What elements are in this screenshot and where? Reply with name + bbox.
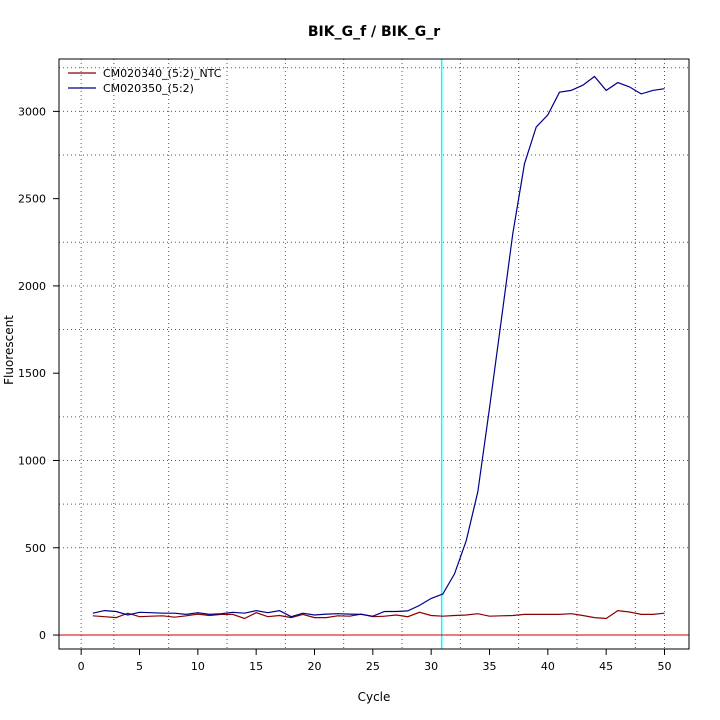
y-tick-label: 1500 bbox=[18, 367, 46, 380]
series-layer bbox=[92, 75, 665, 620]
series-line-2 bbox=[92, 75, 665, 618]
legend: CM020340_(5:2)_NTC CM020350_(5:2) bbox=[68, 67, 222, 95]
plot-area-border bbox=[58, 58, 690, 650]
x-tick-label: 0 bbox=[78, 660, 85, 673]
series-line-1 bbox=[92, 609, 665, 620]
y-tick-label: 2000 bbox=[18, 280, 46, 293]
x-tick-label: 30 bbox=[424, 660, 438, 673]
x-tick-label: 35 bbox=[483, 660, 497, 673]
x-axis-label: Cycle bbox=[358, 690, 391, 704]
x-tick-label: 15 bbox=[249, 660, 263, 673]
x-tick-label: 5 bbox=[136, 660, 143, 673]
y-tick-label: 3000 bbox=[18, 105, 46, 118]
y-tick-label: 2500 bbox=[18, 193, 46, 206]
x-tick-label: 40 bbox=[541, 660, 555, 673]
y-tick-label: 0 bbox=[39, 629, 46, 642]
grid-layer bbox=[59, 59, 689, 649]
legend-label-1: CM020340_(5:2)_NTC bbox=[103, 67, 222, 80]
legend-label-2: CM020350_(5:2) bbox=[103, 82, 194, 95]
x-tick-label: 45 bbox=[599, 660, 613, 673]
x-tick-label: 50 bbox=[658, 660, 672, 673]
y-tick-label: 500 bbox=[25, 542, 46, 555]
x-tick-label: 10 bbox=[191, 660, 205, 673]
chart-title: BIK_G_f / BIK_G_r bbox=[308, 24, 440, 40]
x-tick-label: 20 bbox=[308, 660, 322, 673]
x-axis: 0 5 10 15 20 25 30 35 40 45 50 bbox=[78, 649, 672, 673]
y-axis: 0 500 1000 1500 2000 2500 3000 bbox=[18, 105, 59, 642]
y-axis-label: Fluorescent bbox=[2, 315, 16, 385]
y-tick-label: 1000 bbox=[18, 454, 46, 467]
threshold-layer bbox=[59, 59, 689, 649]
x-tick-label: 25 bbox=[366, 660, 380, 673]
